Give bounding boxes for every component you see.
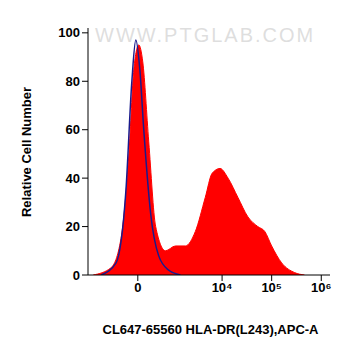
svg-text:60: 60 (66, 122, 80, 137)
html-text:WWW.PTGLAB.COM: WWW.PTGLAB.COM (95, 24, 316, 46)
svg-text:10⁶: 10⁶ (311, 280, 331, 295)
svg-text:40: 40 (66, 171, 80, 186)
svg-text:20: 20 (66, 219, 80, 234)
svg-text:0: 0 (73, 268, 80, 283)
html-text:Relative Cell Number: Relative Cell Number (18, 87, 34, 217)
html-text:CL647-65560 HLA-DR(L243),APC-A: CL647-65560 HLA-DR(L243),APC-A (102, 322, 319, 337)
svg-text:100: 100 (58, 25, 80, 40)
svg-text:10⁵: 10⁵ (261, 280, 282, 295)
svg-text:80: 80 (66, 74, 80, 89)
svg-text:10⁴: 10⁴ (212, 280, 233, 295)
svg-text:0: 0 (134, 280, 141, 295)
